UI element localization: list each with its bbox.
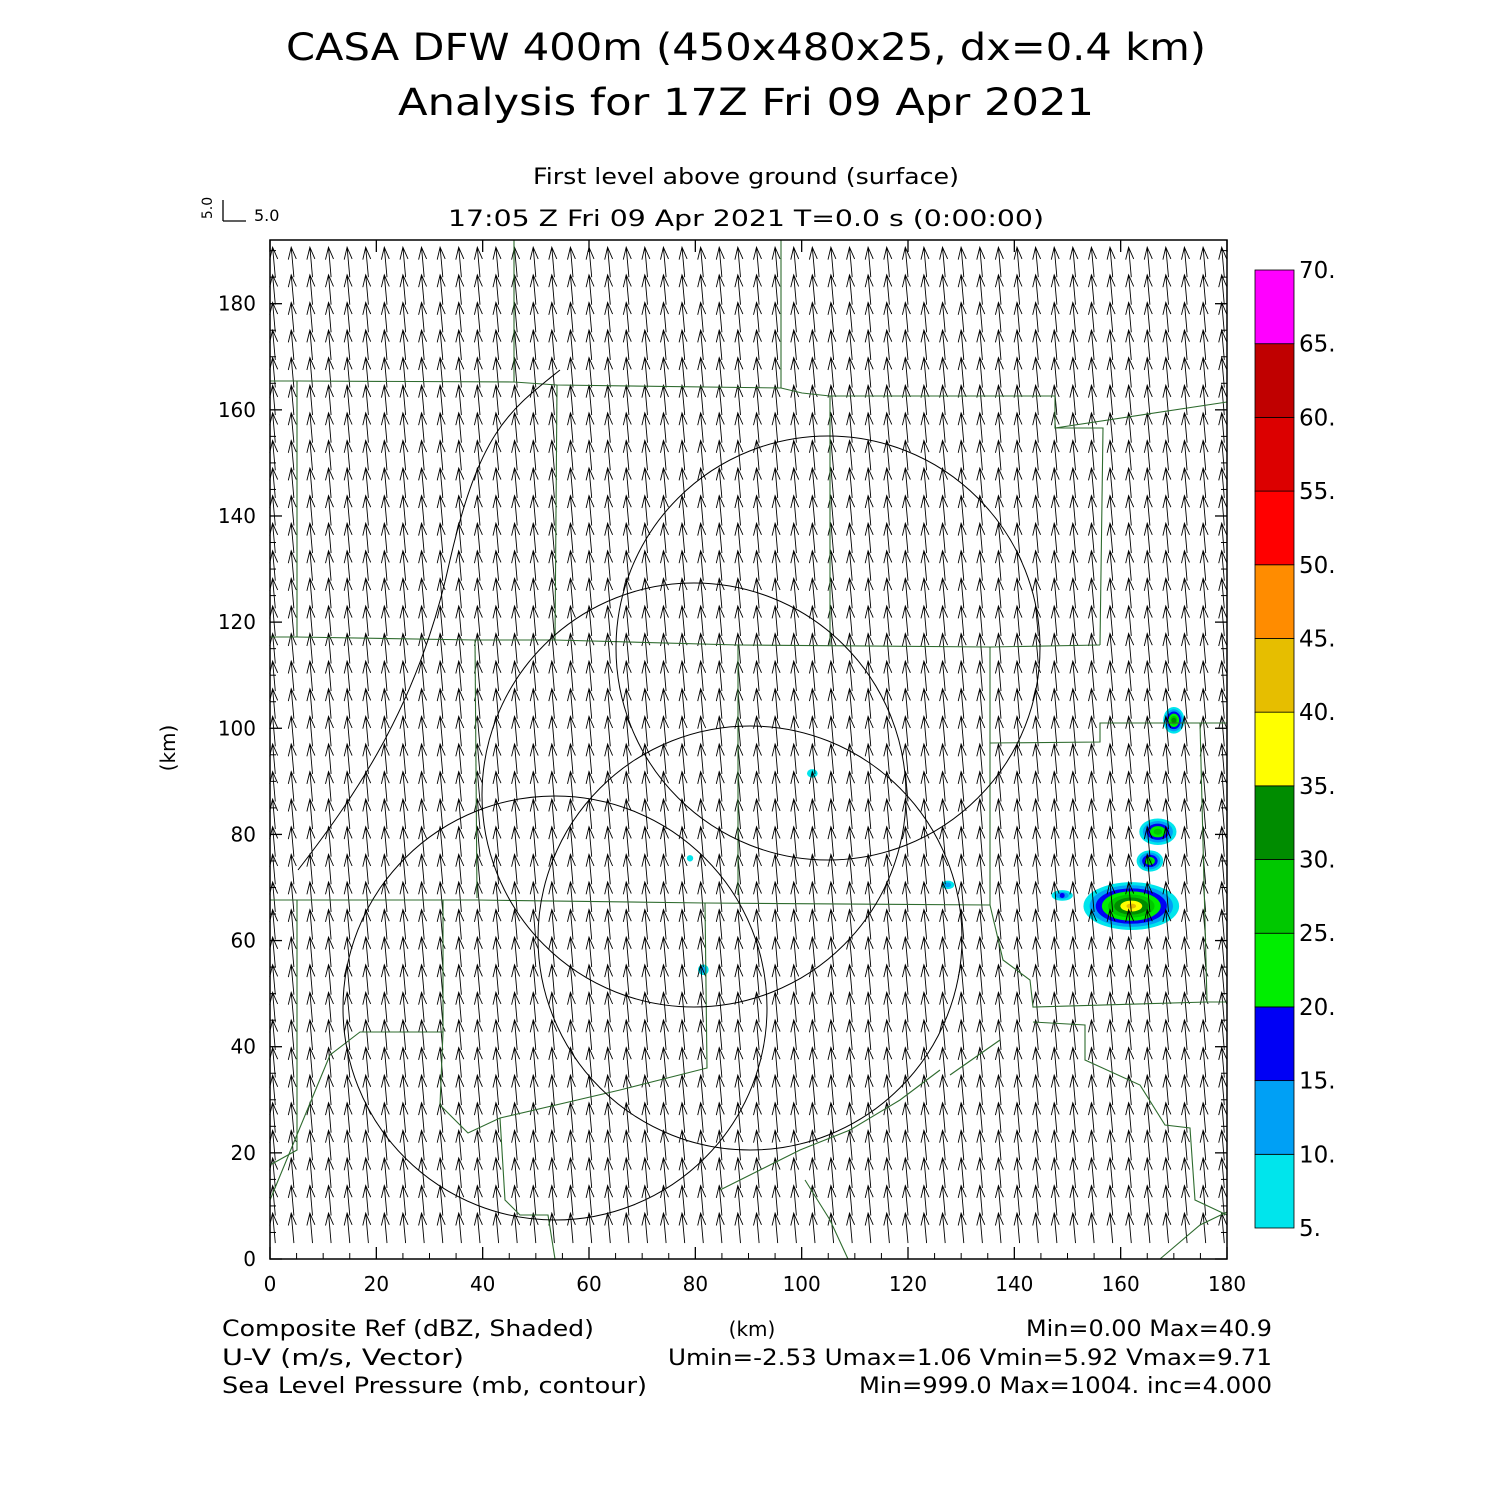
colorbar-band [1254, 1153, 1295, 1229]
chart-subtitle: Analysis for 17Z Fri 09 Apr 2021 [398, 81, 1094, 124]
y-tick-label: 20 [231, 1141, 256, 1165]
axis-ticks [269, 240, 1228, 1260]
colorbar-band [1254, 859, 1295, 934]
colorbar-label: 30. [1299, 848, 1336, 874]
footer-field1-name: Composite Ref (dBZ, Shaded) [222, 1317, 594, 1342]
x-axis-label: (km) [729, 1317, 776, 1341]
colorbar-band [1254, 638, 1295, 713]
y-tick-label: 0 [243, 1247, 256, 1271]
y-tick-label: 180 [218, 292, 256, 316]
y-tick-label: 120 [218, 610, 256, 634]
colorbar-band [1254, 1080, 1295, 1155]
reflectivity-cell [1051, 890, 1073, 901]
colorbar-label: 40. [1299, 700, 1336, 726]
colorbar-band [1254, 932, 1295, 1008]
colorbar-label: 50. [1299, 553, 1336, 579]
colorbar-band [1254, 564, 1295, 639]
x-tick-labels: 0 20 40 60 80 100 120 140 160 180 [264, 1272, 1246, 1296]
colorbar-label: 70. [1299, 258, 1336, 284]
footer-field2-stats: Umin=-2.53 Umax=1.06 Vmin=5.92 Vmax=9.71 [668, 1346, 1272, 1371]
x-tick-label: 120 [889, 1272, 927, 1296]
colorbar-label: 15. [1299, 1069, 1336, 1095]
colorbar: 5. 10. 15. 20. 25. 30. 35. 40. 45. 50. 55. 60. 65. 70… [1254, 258, 1336, 1242]
reflectivity-contour [1059, 892, 1065, 898]
x-tick-label: 80 [683, 1272, 708, 1296]
y-tick-label: 80 [231, 822, 256, 846]
colorbar-band [1254, 711, 1295, 787]
reflectivity-layer [686, 707, 1185, 976]
reflectivity-cell [1083, 882, 1180, 930]
colorbar-label: 5. [1299, 1216, 1321, 1242]
pressure-contours [297, 369, 1041, 1221]
reflectivity-cell [686, 855, 694, 862]
reflectivity-contour [1171, 717, 1177, 723]
reflectivity-contour [686, 855, 694, 862]
footer-field3-stats: Min=999.0 Max=1004. inc=4.000 [859, 1374, 1272, 1399]
vector-key-v-label: 5.0 [200, 197, 216, 219]
level-label: First level above ground (surface) [533, 165, 959, 190]
footer-field3-name: Sea Level Pressure (mb, contour) [222, 1374, 647, 1399]
chart-title: CASA DFW 400m (450x480x25, dx=0.4 km) [286, 26, 1206, 69]
y-tick-label: 100 [218, 716, 256, 740]
footer-field1-stats: Min=0.00 Max=40.9 [1026, 1317, 1272, 1342]
y-tick-label: 40 [231, 1035, 256, 1059]
reflectivity-contour [944, 882, 952, 888]
footer: Composite Ref (dBZ, Shaded) Min=0.00 Max… [222, 1317, 1272, 1399]
colorbar-label: 35. [1299, 774, 1336, 800]
footer-field2-name: U-V (m/s, Vector) [222, 1346, 464, 1371]
x-tick-label: 20 [364, 1272, 389, 1296]
reflectivity-contour [1126, 903, 1137, 909]
y-tick-label: 60 [231, 929, 256, 953]
x-tick-label: 160 [1102, 1272, 1140, 1296]
colorbar-band [1254, 343, 1295, 418]
colorbar-label: 45. [1299, 626, 1336, 652]
vector-key-u-label: 5.0 [254, 206, 279, 225]
vector-key: 5.0 5.0 [200, 197, 279, 225]
x-tick-label: 100 [783, 1272, 821, 1296]
y-tick-label: 160 [218, 398, 256, 422]
y-tick-label: 140 [218, 504, 256, 528]
x-tick-label: 40 [470, 1272, 495, 1296]
colorbar-band [1254, 416, 1295, 492]
colorbar-band [1254, 785, 1295, 860]
colorbar-band [1254, 490, 1295, 566]
colorbar-label: 55. [1299, 479, 1336, 505]
y-tick-labels: 0 20 40 60 80 100 120 140 160 180 [218, 292, 256, 1271]
plot-area [269, 239, 1228, 1260]
time-label: 17:05 Z Fri 09 Apr 2021 T=0.0 s (0:00:00… [448, 207, 1044, 232]
x-tick-label: 180 [1208, 1272, 1246, 1296]
colorbar-label: 20. [1299, 995, 1336, 1021]
wind-vectors [269, 245, 1228, 1244]
colorbar-label: 25. [1299, 921, 1336, 947]
x-tick-label: 60 [576, 1272, 601, 1296]
x-tick-label: 0 [264, 1272, 277, 1296]
wind-vector-layer [269, 245, 1228, 1244]
x-tick-label: 140 [995, 1272, 1033, 1296]
colorbar-label: 10. [1299, 1142, 1336, 1168]
colorbar-label: 65. [1299, 332, 1336, 358]
colorbar-label: 60. [1299, 405, 1336, 431]
colorbar-band [1254, 269, 1295, 345]
reflectivity-cell [1139, 818, 1177, 846]
colorbar-band [1254, 1006, 1295, 1082]
county-boundaries [269, 240, 1228, 1260]
reflectivity-contour [1153, 828, 1163, 835]
y-axis-label: (km) [156, 725, 180, 772]
